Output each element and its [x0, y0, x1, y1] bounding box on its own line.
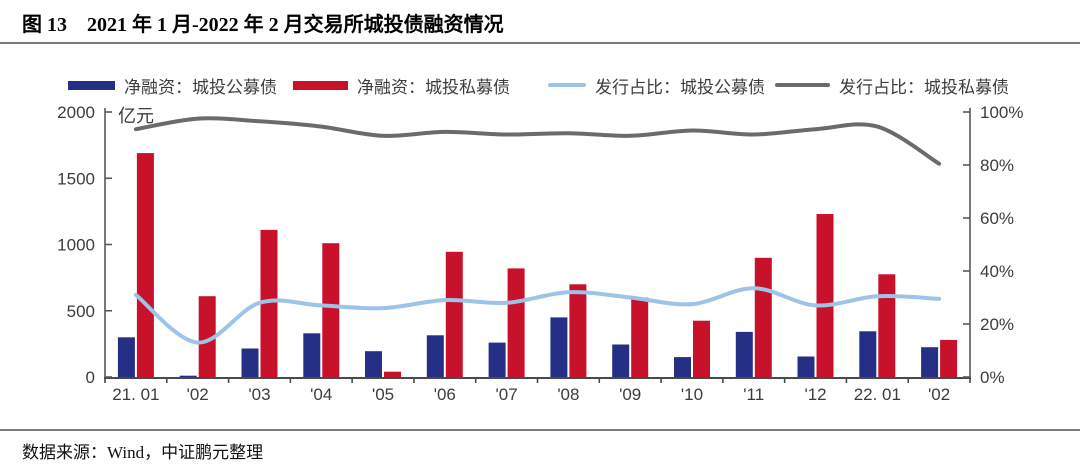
legend-item-1: 净融资：城投公募债 [68, 74, 277, 96]
bar-private [754, 257, 772, 378]
bar-private [445, 251, 463, 377]
legend-bar-swatch [68, 80, 115, 90]
left-axis-tick-label: 1000 [57, 236, 95, 255]
x-axis-category-label: '04 [310, 385, 332, 404]
data-source-note: 数据来源：Wind，中证鹏元整理 [22, 443, 264, 462]
bar-public [735, 331, 753, 377]
chart-legend: 净融资：城投公募债 净融资：城投私募债 发行占比：城投公募债 发行占比：城投私募债 [0, 74, 1080, 96]
left-axis-unit-label: 亿元 [118, 106, 154, 126]
legend-item-4: 发行占比：城投私募债 [775, 74, 1009, 96]
x-axis-category-label: '03 [248, 385, 270, 404]
x-axis-category-label: 22. 01 [854, 385, 901, 404]
right-axis-tick-label: 40% [980, 262, 1014, 281]
bar-public [550, 317, 568, 377]
bar-private [136, 153, 154, 377]
footer-divider [0, 429, 1080, 431]
x-axis-category-label: '02 [928, 385, 950, 404]
bar-public [303, 333, 321, 377]
bar-public [426, 335, 444, 377]
right-axis-tick-label: 0% [980, 368, 1005, 387]
title-divider [0, 42, 1080, 44]
bar-public [859, 331, 877, 377]
x-axis-category-label: '08 [557, 385, 579, 404]
bar-public [117, 337, 135, 378]
bar-private [260, 229, 278, 377]
legend-line-swatch [548, 83, 586, 87]
bar-private [940, 339, 958, 377]
left-axis-tick-label: 1500 [57, 169, 95, 188]
legend-item-2: 净融资：城投私募债 [293, 74, 510, 96]
legend-line-swatch [775, 83, 830, 87]
bar-public [921, 347, 939, 377]
x-axis-category-label: 21. 01 [112, 385, 159, 404]
x-axis-category-label: '12 [804, 385, 826, 404]
bar-public [612, 344, 630, 377]
legend-label: 净融资：城投私募债 [357, 77, 510, 97]
bar-public [674, 357, 691, 377]
bar-public [241, 348, 259, 377]
line-private-share [133, 116, 942, 166]
right-axis-tick-label: 80% [980, 156, 1014, 175]
bar-private [816, 214, 834, 377]
bar-private [569, 284, 587, 378]
legend-bar-swatch [293, 80, 348, 90]
bar-private [322, 243, 340, 377]
x-axis-category-label: '05 [372, 385, 394, 404]
legend-item-3: 发行占比：城投公募债 [548, 74, 765, 96]
x-axis-category-label: '07 [496, 385, 518, 404]
bar-private [878, 274, 896, 377]
bar-public [179, 375, 197, 378]
legend-label: 发行占比：城投私募债 [839, 77, 1009, 97]
bar-private [693, 320, 710, 377]
x-axis-category-label: '02 [187, 385, 209, 404]
bar-private [198, 296, 216, 377]
legend-label: 发行占比：城投公募债 [595, 77, 765, 97]
x-axis-category-label: '10 [681, 385, 703, 404]
bar-public [797, 356, 815, 377]
figure-title: 图 13 2021 年 1 月-2022 年 2 月交易所城投债融资情况 [22, 14, 504, 36]
right-axis-tick-label: 100% [980, 103, 1023, 122]
left-axis-tick-label: 0 [86, 368, 95, 387]
right-axis-tick-label: 20% [980, 315, 1014, 334]
left-axis-tick-label: 500 [67, 302, 95, 321]
legend-label: 净融资：城投公募债 [124, 77, 277, 97]
x-axis-category-label: '06 [434, 385, 456, 404]
x-axis-category-label: '09 [619, 385, 641, 404]
bar-private [507, 268, 525, 377]
bar-public [365, 351, 382, 377]
right-axis-tick-label: 60% [980, 209, 1014, 228]
line-public-share [133, 286, 942, 345]
bar-private [631, 297, 649, 377]
left-axis-tick-label: 2000 [57, 103, 95, 122]
bar-private [384, 371, 401, 377]
x-axis-category-label: '11 [743, 385, 764, 404]
bar-public [488, 342, 506, 377]
